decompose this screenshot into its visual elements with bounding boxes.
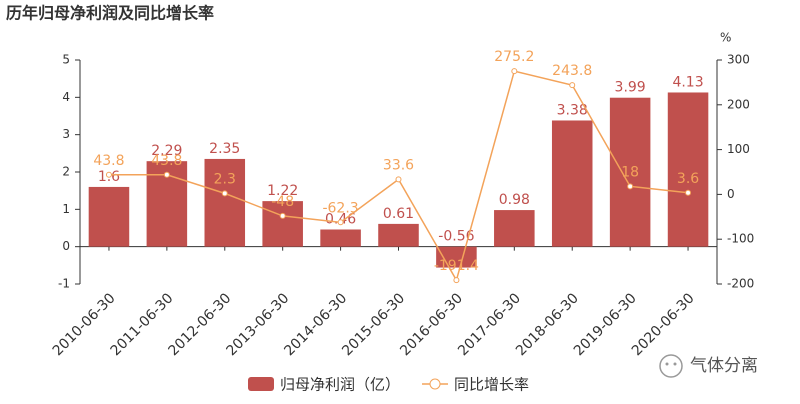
bar xyxy=(320,229,361,247)
line-point xyxy=(337,219,344,226)
line-value-label: 43.8 xyxy=(93,153,124,169)
bar-value-label: 3.99 xyxy=(615,80,646,96)
bar xyxy=(88,186,130,247)
y2-tick-label: 0 xyxy=(727,187,735,201)
line-point xyxy=(453,277,460,284)
watermark: 气体分离 xyxy=(690,356,758,376)
line-point xyxy=(105,171,112,178)
bar xyxy=(609,97,651,247)
bar xyxy=(204,158,246,247)
line-point xyxy=(395,176,402,183)
line-value-label: -48 xyxy=(271,194,294,210)
y-tick-label: 4 xyxy=(62,90,70,104)
bar-value-label: 4.13 xyxy=(672,74,703,90)
y2-tick-label: 100 xyxy=(727,142,750,156)
line-value-label: 275.2 xyxy=(494,49,534,65)
line-value-label: -191.4 xyxy=(434,258,479,274)
legend-label: 同比增长率 xyxy=(454,376,529,394)
bar-value-label: 0.61 xyxy=(383,206,414,222)
line-point xyxy=(627,183,634,190)
y-tick-label: 1 xyxy=(62,202,70,216)
bar xyxy=(667,92,709,247)
line-value-label: 43.8 xyxy=(151,153,182,169)
y2-axis-label: % xyxy=(720,31,731,45)
bar xyxy=(494,210,535,247)
bar-value-label: 0.98 xyxy=(499,192,530,208)
x-tick-label: 2020-06-30 xyxy=(629,290,698,359)
line-value-label: 3.6 xyxy=(677,171,699,187)
bar-value-label: 2.35 xyxy=(209,141,240,157)
line-value-label: 243.8 xyxy=(552,63,592,79)
line-value-label: 33.6 xyxy=(383,157,414,173)
line-value-label: -62.3 xyxy=(322,200,358,216)
bar xyxy=(378,223,419,247)
line-point xyxy=(279,212,286,219)
line-point xyxy=(221,190,228,197)
line-value-label: 18 xyxy=(621,164,639,180)
legend-swatch-point xyxy=(429,378,441,390)
y-tick-label: 3 xyxy=(62,127,70,141)
y2-tick-label: -200 xyxy=(727,277,754,291)
y2-tick-label: 300 xyxy=(727,53,750,67)
bar-value-label: 2.29 xyxy=(151,143,182,159)
line-point xyxy=(163,171,170,178)
watermark-icon xyxy=(659,354,683,378)
bar xyxy=(551,120,593,247)
line-point xyxy=(569,82,576,89)
line-point xyxy=(685,189,692,196)
y2-tick-label: 200 xyxy=(727,97,750,111)
bar xyxy=(262,201,303,247)
line-value-label: 2.3 xyxy=(214,171,236,187)
y-tick-label: 0 xyxy=(62,239,70,253)
y-tick-label: 5 xyxy=(62,53,70,67)
chart-title: 历年归母净利润及同比增长率 xyxy=(6,4,214,23)
y-tick-label: -1 xyxy=(58,277,70,291)
bar-value-label: -0.56 xyxy=(438,229,474,245)
bar-value-label: 3.38 xyxy=(557,102,588,118)
legend-label: 归母净利润（亿） xyxy=(280,376,400,394)
line-point xyxy=(511,68,518,75)
legend-swatch xyxy=(248,377,274,391)
y-tick-label: 2 xyxy=(62,165,70,179)
y2-tick-label: -100 xyxy=(727,232,754,246)
bar-value-label: 1.22 xyxy=(267,183,298,199)
